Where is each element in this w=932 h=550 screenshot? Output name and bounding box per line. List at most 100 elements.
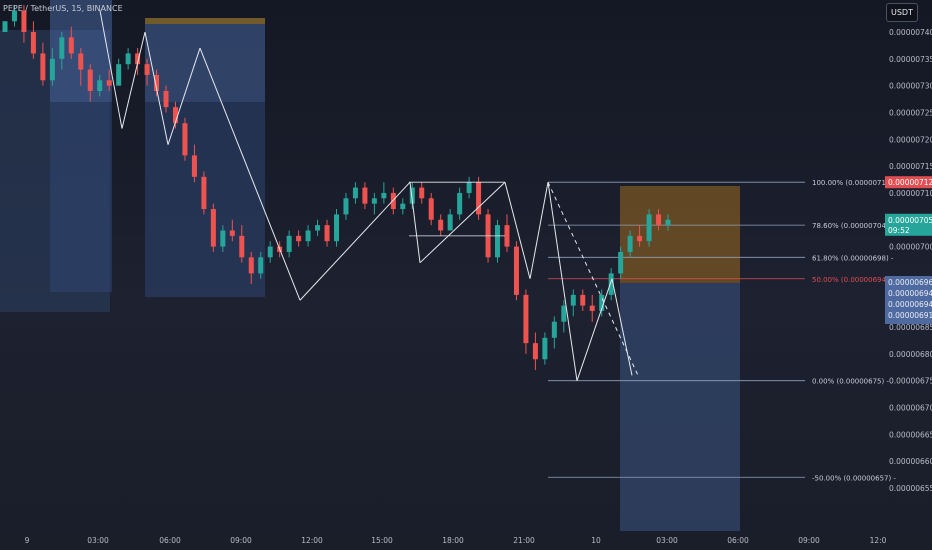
y-tick-label: 0.00000725 <box>889 108 932 117</box>
candle-body <box>125 53 131 65</box>
currency-button[interactable]: USDT <box>886 3 918 22</box>
candle-body <box>495 225 501 258</box>
projection-line <box>576 278 613 381</box>
zone-box-4 <box>145 18 265 24</box>
candle-body <box>59 37 65 59</box>
blue-price-label: 0.00000694 <box>888 300 932 309</box>
x-tick-label: 15:00 <box>371 536 393 545</box>
candle-body <box>447 214 453 231</box>
y-tick-label: 0.00000685 <box>889 323 932 332</box>
zigzag-line <box>409 182 421 263</box>
fib-label: 100.00% (0.00000712) <box>812 179 893 187</box>
candle-body <box>561 305 567 322</box>
candle-body <box>305 230 311 242</box>
y-tick-label: 0.00000740 <box>889 28 932 37</box>
x-tick-label: 06:00 <box>727 536 749 545</box>
zone-box-3 <box>50 102 112 292</box>
candle-body <box>229 230 235 236</box>
y-tick-label: 0.00000670 <box>889 404 932 413</box>
candle-body <box>542 337 548 360</box>
target-zone <box>620 186 740 283</box>
candle-body <box>87 69 93 92</box>
candle-body <box>637 235 643 242</box>
candle-body <box>220 230 226 247</box>
candle-body <box>49 58 55 81</box>
candle-body <box>362 187 368 204</box>
x-tick-label: 18:00 <box>442 536 464 545</box>
candle-body <box>144 64 150 75</box>
y-tick-label: 0.00000715 <box>889 162 932 171</box>
fib-label: -50.00% (0.00000657) - <box>812 474 896 482</box>
candles-layer <box>2 5 671 370</box>
candle-body <box>21 10 27 33</box>
zigzag-line <box>167 47 201 145</box>
candle-body <box>163 91 169 108</box>
candle-body <box>182 123 188 156</box>
x-tick-label: 12:00 <box>301 536 323 545</box>
symbol-title[interactable]: PEPE / TetherUS, 15, BINANCE <box>3 4 123 13</box>
candle-body <box>334 214 339 242</box>
candle-body <box>608 273 614 295</box>
x-tick-label: 06:00 <box>159 536 181 545</box>
zigzag-line <box>121 31 146 129</box>
zigzag-line <box>529 182 549 279</box>
candle-body <box>286 235 292 252</box>
x-tick-label: 03:00 <box>87 536 109 545</box>
zigzag-line <box>99 10 123 129</box>
candle-body <box>466 182 472 193</box>
candle-body <box>551 321 557 338</box>
y-tick-label: 0.00000735 <box>889 55 932 64</box>
candle-body <box>438 219 444 231</box>
blue-price-label: 0.00000694 <box>888 289 932 298</box>
fib-label: 0.00% (0.00000675) - <box>812 378 889 386</box>
candle-body <box>201 176 207 210</box>
candle-body <box>599 294 605 311</box>
candle-body <box>371 198 377 204</box>
candle-body <box>400 203 406 210</box>
candle-body <box>409 187 415 204</box>
fibonacci-layer: 100.00% (0.00000712) 78.60% (0.00000704) 6… <box>548 179 896 482</box>
y-tick-label: 0.00000700 <box>889 243 932 252</box>
zigzag-line <box>199 47 301 301</box>
candle-body <box>343 198 349 215</box>
projection-line <box>611 278 633 376</box>
candle-body <box>191 155 197 177</box>
candle-body <box>570 294 576 306</box>
candle-body <box>315 225 321 231</box>
candle-body <box>97 80 103 92</box>
candle-body <box>106 80 112 86</box>
candle-body <box>30 32 36 54</box>
countdown-label: 09:52 <box>888 226 910 235</box>
candle-body <box>324 225 330 242</box>
zigzag-line <box>419 181 506 264</box>
candle-body <box>646 214 652 242</box>
projection-line <box>547 182 578 381</box>
candle-body <box>457 192 463 215</box>
candle-body <box>267 246 273 258</box>
candle-body <box>665 219 671 226</box>
y-tick-label: 0.00000710 <box>889 189 932 198</box>
candle-body <box>68 37 74 54</box>
y-axis: 0.00000740 0.00000735 0.00000730 0.00000725… <box>885 28 932 493</box>
candle-body <box>523 294 529 344</box>
candle-body <box>239 235 245 258</box>
y-tick-label: 0.00000655 <box>889 484 932 493</box>
candle-body <box>296 235 302 242</box>
x-tick-label: 03:00 <box>656 536 678 545</box>
candle-body <box>210 209 216 247</box>
x-tick-label: 10 <box>591 536 601 545</box>
zigzag-line <box>504 182 531 279</box>
candle-body <box>580 294 586 306</box>
last-price-badge <box>885 213 932 236</box>
candle-body <box>390 192 396 210</box>
candle-body <box>248 257 254 274</box>
y-tick-label: 0.00000720 <box>889 135 932 144</box>
candle-body <box>504 225 510 247</box>
x-tick-label: 21:00 <box>513 536 535 545</box>
zone-box-5 <box>145 24 265 102</box>
candle-body <box>428 198 434 220</box>
candle-body <box>419 187 425 199</box>
x-tick-label: 09:00 <box>798 536 820 545</box>
